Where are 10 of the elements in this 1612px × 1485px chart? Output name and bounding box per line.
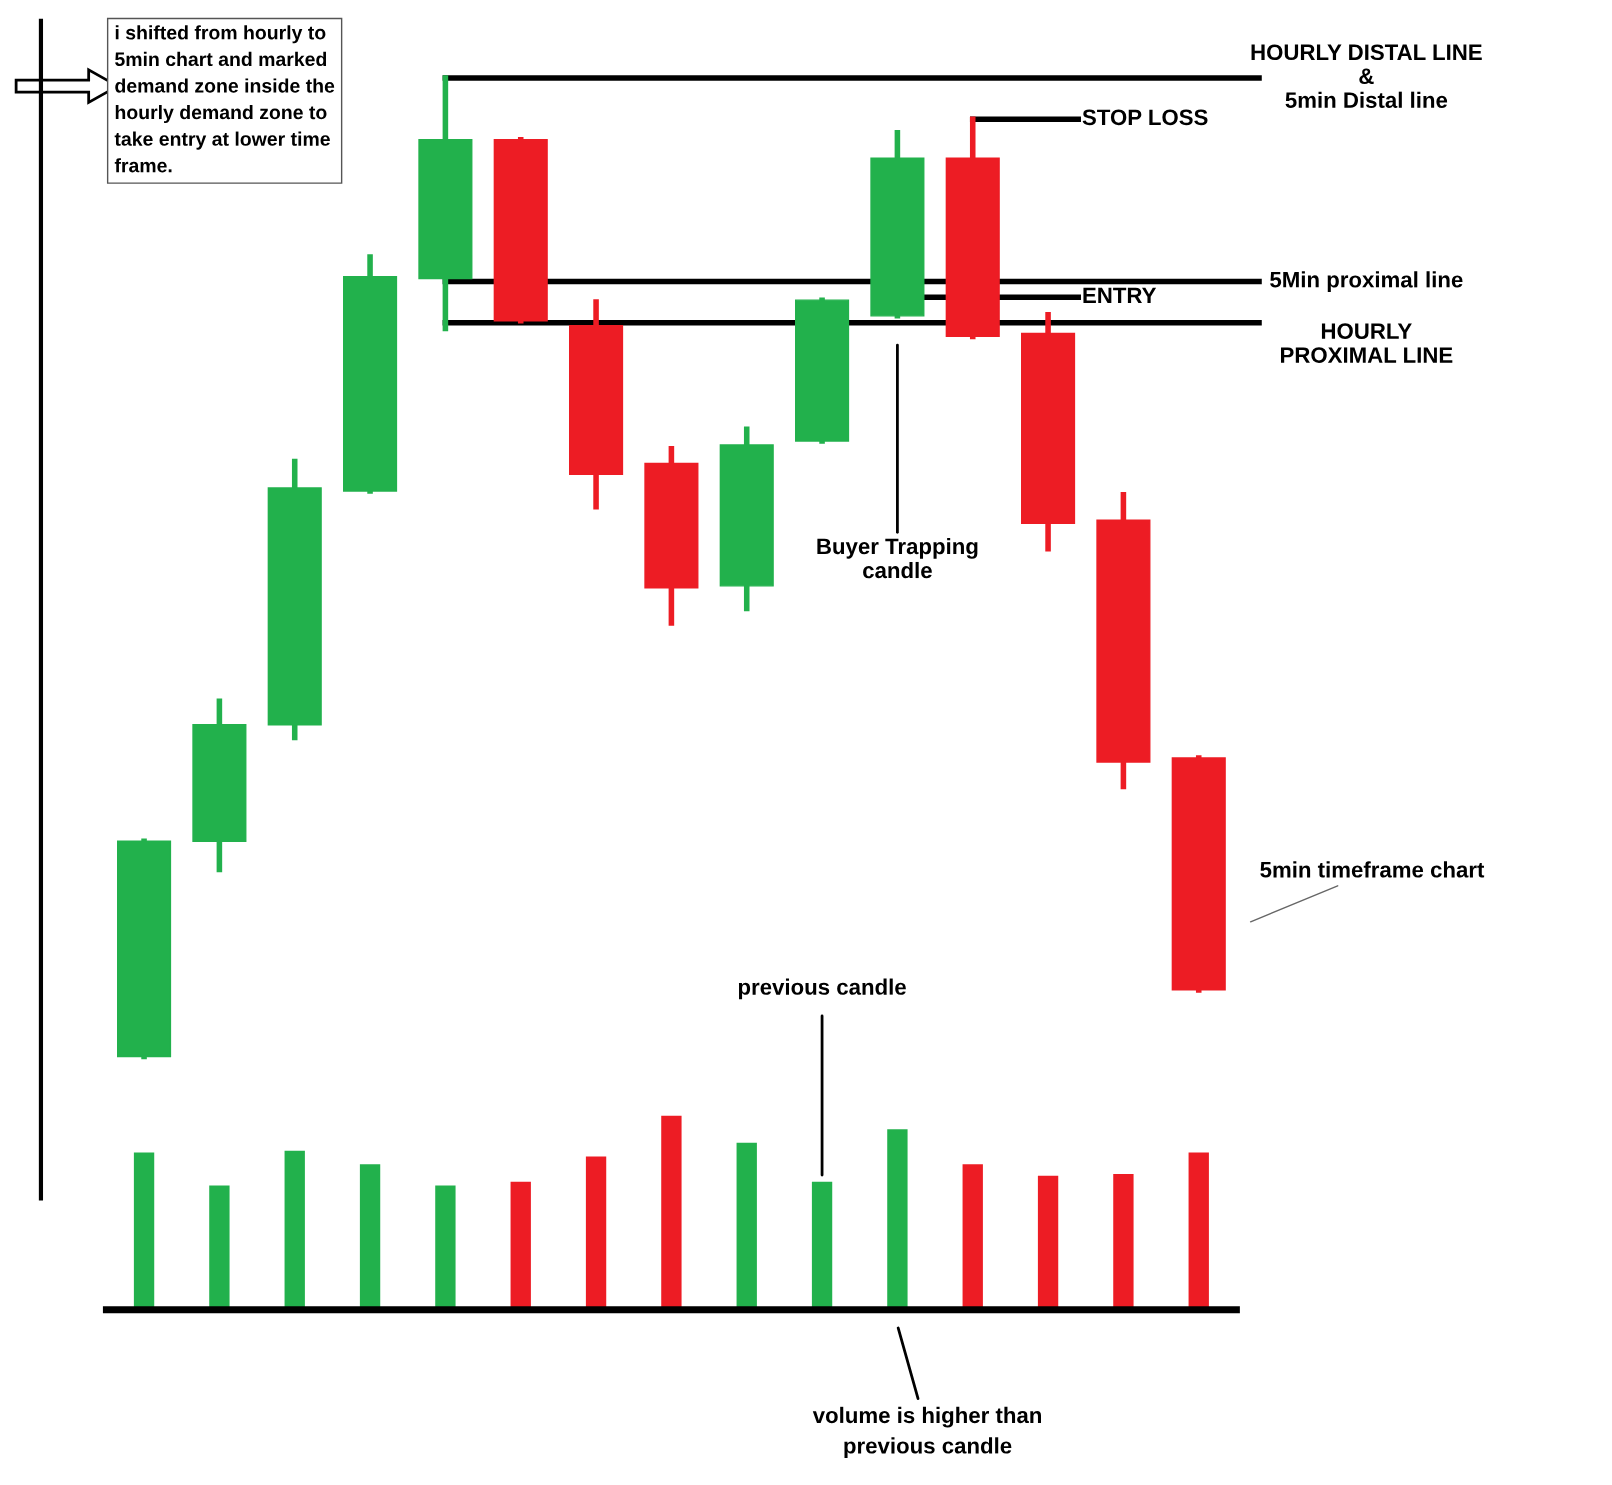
- text: 5min timeframe chart: [1260, 861, 1485, 878]
- annotation: previous candle: [738, 978, 906, 1000]
- ref-line-label: 5Min proximal line: [1270, 271, 1463, 292]
- text: volume is higher than previous candle: [812, 1406, 1041, 1458]
- ref-line-label: STOP LOSS: [1082, 109, 1208, 126]
- ref-line-label: HOURLY PROXIMAL LINE: [1281, 323, 1453, 363]
- ref-line-label: HOURLY DISTAL LINE & 5min Distal line: [1251, 44, 1482, 108]
- ref-line-label: ENTRY: [1083, 287, 1157, 303]
- annotation: Buyer Trapping candle: [817, 537, 978, 579]
- annotation: i shifted from hourly to 5min chart and marked demand zone inside the hourly demand zone to take entry at lower time frame.: [114, 25, 335, 173]
